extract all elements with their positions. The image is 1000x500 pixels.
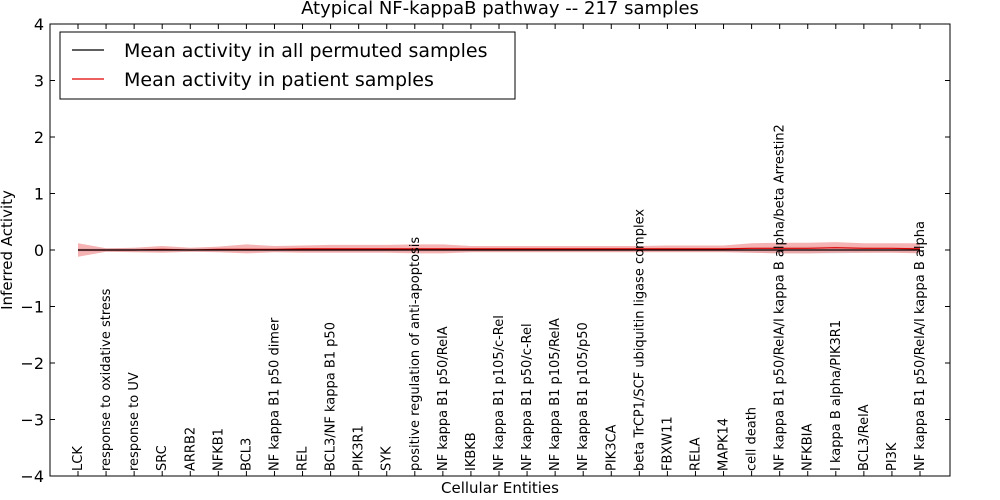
legend-label-permuted: Mean activity in all permuted samples (124, 40, 487, 62)
x-tick-label: REL (296, 446, 311, 471)
y-tick-label: 0 (34, 241, 44, 260)
x-tick-label: NF kappa B1 p50 dimer (267, 317, 282, 471)
x-tick-label: response to oxidative stress (99, 288, 114, 471)
x-tick-label: positive regulation of anti-apoptosis (408, 237, 423, 471)
x-tick-label: FBXW11 (660, 416, 675, 471)
y-tick-label: −3 (20, 411, 44, 430)
x-tick-label: NF kappa B1 p50/RelA/I kappa B alpha (913, 221, 928, 471)
x-tick-label: PIK3CA (604, 424, 619, 471)
x-tick-label: SYK (380, 446, 395, 471)
x-tick-label: NF kappa B1 p50/RelA/I kappa B alpha/bet… (773, 124, 788, 471)
x-tick-label: NF kappa B1 p105/RelA (548, 318, 563, 471)
x-axis-label: Cellular Entities (441, 479, 559, 497)
y-tick-label: 1 (34, 185, 44, 204)
x-tick-label: NFKBIA (801, 424, 816, 471)
y-tick-label: −2 (20, 354, 44, 373)
x-tick-label: NFKB1 (211, 428, 226, 471)
x-tick-label: beta TrCP1/SCF ubiquitin ligase complex (632, 209, 647, 471)
x-tick-label: LCK (71, 446, 86, 471)
x-tick-label: NF kappa B1 p105/p50 (576, 322, 591, 471)
x-tick-label: MAPK14 (717, 418, 732, 471)
plot-area: −4 −3 −2 −1 0 1 2 3 4 LCK response to oxidative st… (20, 15, 951, 486)
legend-label-patient: Mean activity in patient samples (124, 69, 434, 91)
x-tick-label: cell death (745, 407, 760, 471)
legend: Mean activity in all permuted samples Me… (59, 31, 516, 100)
x-tick-label: RELA (688, 437, 703, 471)
x-tick-label: I kappa B alpha/PIK3R1 (829, 320, 844, 471)
x-tick-label: BCL3 (239, 438, 254, 471)
x-tick-label: PI3K (885, 442, 900, 471)
x-tick-label: BCL3/NF kappa B1 p50 (324, 322, 339, 471)
x-tick-label: IKBKB (464, 432, 479, 471)
x-tick-label: NF kappa B1 p50/c-Rel (520, 323, 535, 471)
legend-box (59, 31, 516, 100)
x-tick-label: PIK3R1 (352, 425, 367, 471)
x-tick-label: ARRB2 (183, 427, 198, 471)
y-tick-label: −4 (20, 467, 44, 486)
y-axis-label: Inferred Activity (0, 190, 16, 310)
y-tick-label: 4 (34, 15, 44, 34)
chart-title: Atypical NF-kappaB pathway -- 217 sample… (301, 0, 699, 19)
x-tick-label: SRC (155, 445, 170, 471)
y-tick-label: 2 (34, 128, 44, 147)
x-tick-label: response to UV (127, 372, 142, 471)
y-tick-label: 3 (34, 72, 44, 91)
x-tick-label: NF kappa B1 p50/RelA (436, 326, 451, 471)
x-tick-label: NF kappa B1 p105/c-Rel (492, 315, 507, 471)
y-tick-label: −1 (20, 298, 44, 317)
x-tick-label: BCL3/RelA (857, 404, 872, 471)
